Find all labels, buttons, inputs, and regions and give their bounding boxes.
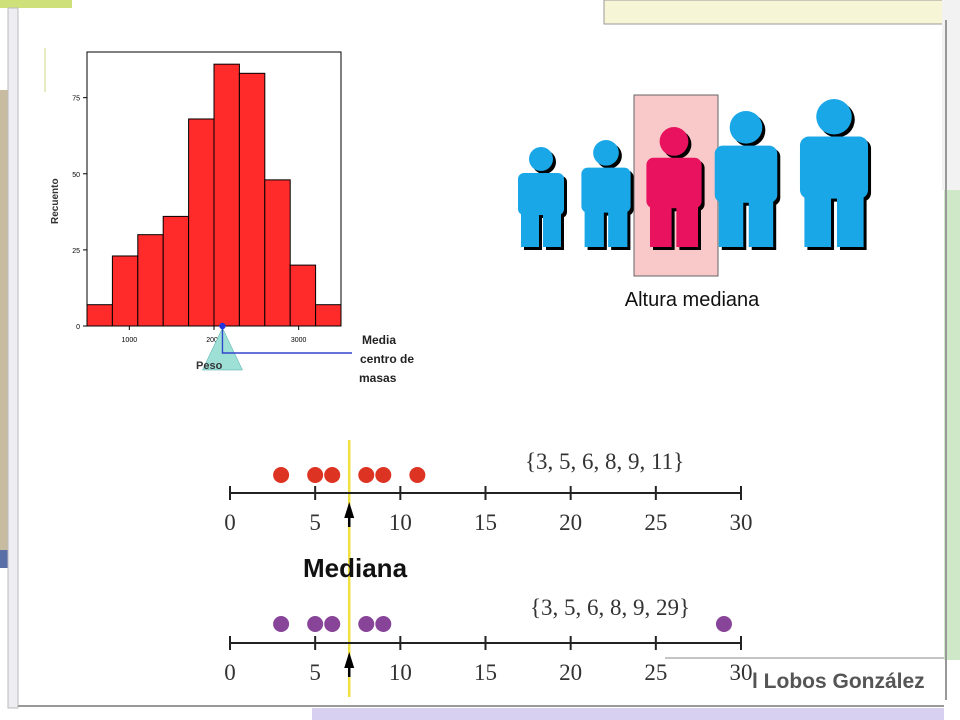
histogram-y-label: Recuento bbox=[50, 178, 61, 224]
set-bottom-label: {3, 5, 6, 8, 9, 29} bbox=[530, 595, 690, 620]
axis-tick-label: 30 bbox=[730, 660, 753, 685]
data-point bbox=[715, 616, 732, 632]
x-tick-label: 3000 bbox=[291, 337, 307, 344]
mean-label-center: centro de bbox=[360, 352, 414, 366]
frame-left-strip bbox=[0, 90, 8, 550]
person-icon bbox=[518, 147, 567, 250]
histogram-bar bbox=[162, 215, 190, 327]
footer-author: l Lobos González bbox=[752, 670, 925, 693]
y-tick-label: 75 bbox=[72, 96, 80, 103]
axis-tick-label: 0 bbox=[224, 660, 236, 685]
histogram-bar bbox=[111, 255, 139, 327]
median-arrow bbox=[344, 652, 355, 668]
histogram-bar bbox=[264, 179, 291, 327]
frame-left-blue-block bbox=[0, 550, 8, 568]
mean-pointer-line bbox=[221, 326, 352, 354]
person-icon bbox=[799, 99, 872, 250]
histogram-x-label: Peso bbox=[196, 360, 223, 372]
frame-left-border bbox=[7, 7, 19, 709]
data-point bbox=[307, 467, 324, 483]
frame-bottom-strip bbox=[312, 708, 944, 720]
data-point bbox=[273, 467, 290, 483]
data-point bbox=[324, 616, 341, 632]
x-tick-label: 1000 bbox=[122, 337, 138, 344]
axis-tick-label: 10 bbox=[389, 660, 412, 685]
median-title: Mediana bbox=[303, 553, 408, 583]
y-tick-label: 0 bbox=[76, 324, 80, 331]
data-point bbox=[375, 616, 392, 632]
data-point bbox=[273, 616, 290, 632]
data-point bbox=[324, 467, 341, 483]
data-point bbox=[375, 467, 392, 483]
data-point bbox=[358, 616, 375, 632]
histogram-bar bbox=[315, 304, 342, 327]
histogram-bar bbox=[137, 234, 164, 327]
axis-tick-label: 25 bbox=[644, 660, 667, 685]
axis-tick-label: 5 bbox=[309, 660, 321, 685]
data-point bbox=[409, 467, 426, 483]
axis-tick-label: 0 bbox=[224, 510, 236, 535]
histogram-bar bbox=[238, 72, 266, 327]
axis-tick-label: 15 bbox=[474, 660, 497, 685]
person-icon bbox=[646, 126, 705, 250]
person-icon bbox=[714, 111, 781, 250]
axis-tick-label: 20 bbox=[559, 510, 582, 535]
axis-tick-label: 20 bbox=[559, 660, 582, 685]
axis-tick-label: 25 bbox=[644, 510, 667, 535]
mean-label-mass: masas bbox=[359, 371, 397, 385]
axis-tick-label: 30 bbox=[730, 510, 753, 535]
median-arrow bbox=[344, 502, 355, 518]
median-height-caption: Altura mediana bbox=[625, 289, 760, 311]
histogram-bar bbox=[289, 264, 317, 327]
y-tick-label: 50 bbox=[72, 172, 80, 179]
axis-tick-label: 15 bbox=[474, 510, 497, 535]
axis-tick-label: 10 bbox=[389, 510, 412, 535]
data-point bbox=[307, 616, 324, 632]
data-point bbox=[358, 467, 375, 483]
histogram-bar bbox=[213, 63, 240, 327]
frame-top-green-block bbox=[0, 0, 72, 8]
frame-top-right-box bbox=[603, 0, 947, 25]
mean-label: Media bbox=[362, 333, 396, 347]
histogram-bar bbox=[188, 118, 215, 327]
frame-right-green bbox=[944, 190, 960, 660]
person-icon bbox=[581, 140, 634, 250]
mean-marker bbox=[219, 322, 226, 330]
y-tick-label: 25 bbox=[72, 248, 80, 255]
axis-tick-label: 5 bbox=[309, 510, 321, 535]
x-tick-label: 2000 bbox=[206, 337, 222, 344]
set-top-label: {3, 5, 6, 8, 9, 11} bbox=[525, 449, 684, 474]
